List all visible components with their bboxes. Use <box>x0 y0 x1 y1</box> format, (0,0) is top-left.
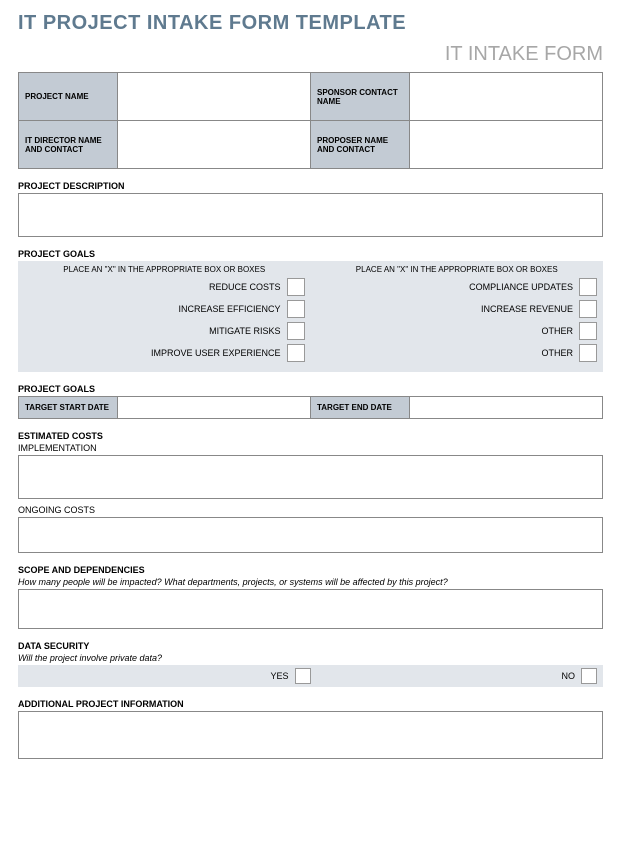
security-hint: Will the project involve private data? <box>18 653 603 663</box>
data-security-header: DATA SECURITY <box>18 641 603 651</box>
description-header: PROJECT DESCRIPTION <box>18 181 603 191</box>
goal-checkbox[interactable] <box>579 278 597 296</box>
ongoing-input[interactable] <box>18 517 603 553</box>
goal-checkbox[interactable] <box>287 344 305 362</box>
goal-label: REDUCE COSTS <box>209 282 281 292</box>
goals2-header: PROJECT GOALS <box>18 384 603 394</box>
goal-checkbox[interactable] <box>287 300 305 318</box>
header-table: PROJECT NAME SPONSOR CONTACT NAME IT DIR… <box>18 72 603 169</box>
sponsor-contact-input[interactable] <box>410 73 603 121</box>
target-start-input[interactable] <box>118 397 311 419</box>
yes-label: YES <box>270 671 288 681</box>
scope-hint: How many people will be impacted? What d… <box>18 577 603 587</box>
additional-header: ADDITIONAL PROJECT INFORMATION <box>18 699 603 709</box>
goal-label: INCREASE EFFICIENCY <box>178 304 280 314</box>
ongoing-label: ONGOING COSTS <box>18 505 603 515</box>
yes-checkbox[interactable] <box>295 668 311 684</box>
scope-header: SCOPE AND DEPENDENCIES <box>18 565 603 575</box>
goals-instruction-right: PLACE AN "X" IN THE APPROPRIATE BOX OR B… <box>317 265 598 274</box>
goals-header: PROJECT GOALS <box>18 249 603 259</box>
no-label: NO <box>562 671 576 681</box>
page-title: IT PROJECT INTAKE FORM TEMPLATE <box>18 12 603 35</box>
goal-label: MITIGATE RISKS <box>209 326 280 336</box>
goals-instruction-left: PLACE AN "X" IN THE APPROPRIATE BOX OR B… <box>24 265 305 274</box>
goal-checkbox[interactable] <box>579 300 597 318</box>
goal-label: IMPROVE USER EXPERIENCE <box>151 348 281 358</box>
it-director-label: IT DIRECTOR NAME AND CONTACT <box>19 121 118 169</box>
goal-checkbox[interactable] <box>579 322 597 340</box>
goal-checkbox[interactable] <box>287 322 305 340</box>
proposer-input[interactable] <box>410 121 603 169</box>
goal-label: OTHER <box>542 348 574 358</box>
target-start-label: TARGET START DATE <box>19 397 118 419</box>
scope-input[interactable] <box>18 589 603 629</box>
no-checkbox[interactable] <box>581 668 597 684</box>
yesno-row: YES NO <box>18 665 603 687</box>
goal-label: INCREASE REVENUE <box>481 304 573 314</box>
form-subtitle: IT INTAKE FORM <box>18 43 603 66</box>
goal-label: COMPLIANCE UPDATES <box>469 282 573 292</box>
proposer-label: PROPOSER NAME AND CONTACT <box>310 121 409 169</box>
goal-label: OTHER <box>542 326 574 336</box>
implementation-label: IMPLEMENTATION <box>18 443 603 453</box>
additional-input[interactable] <box>18 711 603 759</box>
goals-panel: PLACE AN "X" IN THE APPROPRIATE BOX OR B… <box>18 261 603 372</box>
sponsor-contact-label: SPONSOR CONTACT NAME <box>310 73 409 121</box>
target-end-label: TARGET END DATE <box>310 397 409 419</box>
estimated-costs-header: ESTIMATED COSTS <box>18 431 603 441</box>
it-director-input[interactable] <box>118 121 311 169</box>
target-end-input[interactable] <box>410 397 603 419</box>
goal-checkbox[interactable] <box>287 278 305 296</box>
dates-table: TARGET START DATE TARGET END DATE <box>18 396 603 419</box>
description-input[interactable] <box>18 193 603 237</box>
project-name-label: PROJECT NAME <box>19 73 118 121</box>
implementation-input[interactable] <box>18 455 603 499</box>
goal-checkbox[interactable] <box>579 344 597 362</box>
project-name-input[interactable] <box>118 73 311 121</box>
